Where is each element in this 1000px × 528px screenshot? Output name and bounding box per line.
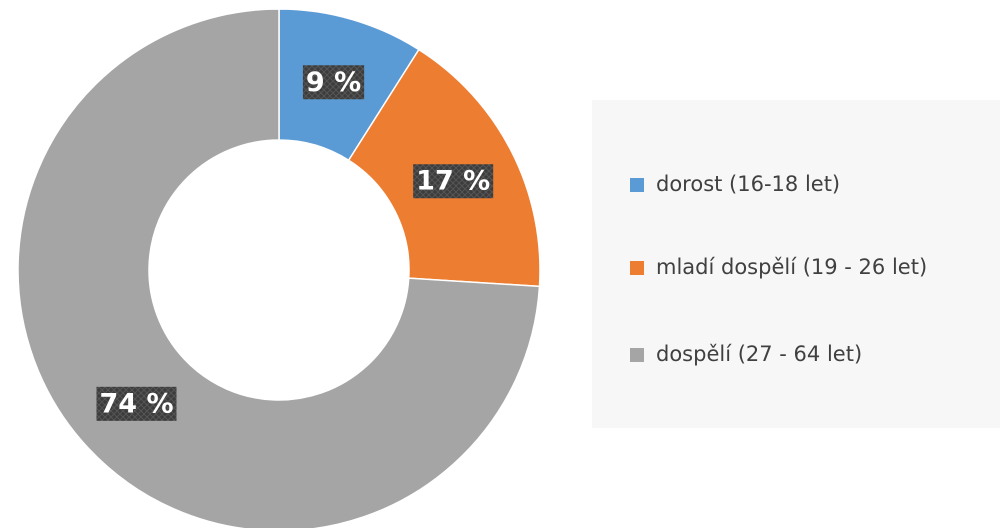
legend-label: mladí dospělí (19 - 26 let) bbox=[656, 255, 927, 279]
legend-swatch bbox=[630, 261, 644, 275]
legend-label: dospělí (27 - 64 let) bbox=[656, 342, 862, 366]
data-label-bg bbox=[413, 164, 494, 199]
data-label-bg bbox=[96, 386, 177, 421]
data-label: 74 % bbox=[99, 388, 173, 419]
data-label: 17 % bbox=[416, 166, 490, 197]
legend-swatch bbox=[630, 348, 644, 362]
data-label-bg bbox=[302, 65, 365, 100]
data-label: 9 % bbox=[306, 67, 361, 98]
legend-label: dorost (16-18 let) bbox=[656, 172, 840, 196]
legend-box bbox=[592, 100, 1000, 428]
legend-swatch bbox=[630, 178, 644, 192]
